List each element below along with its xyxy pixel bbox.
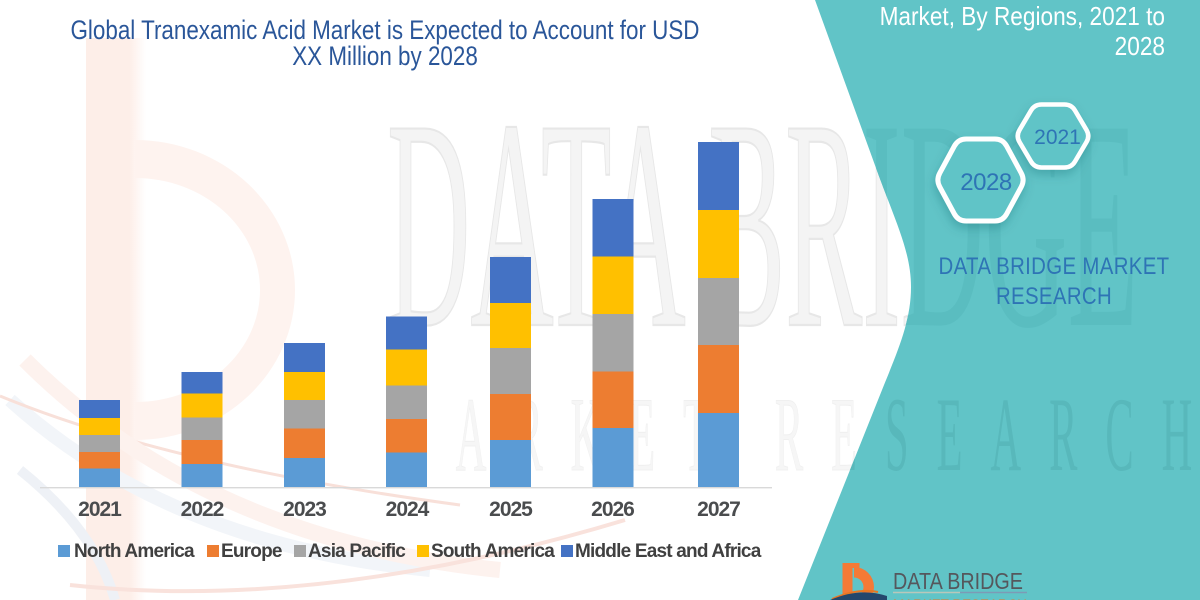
svg-text:DATA BRIDGE: DATA BRIDGE xyxy=(893,568,1023,594)
svg-text:MARKET RESEARCH: MARKET RESEARCH xyxy=(893,596,1027,600)
svg-text:2028: 2028 xyxy=(960,169,1012,196)
svg-text:2021: 2021 xyxy=(1034,126,1081,149)
